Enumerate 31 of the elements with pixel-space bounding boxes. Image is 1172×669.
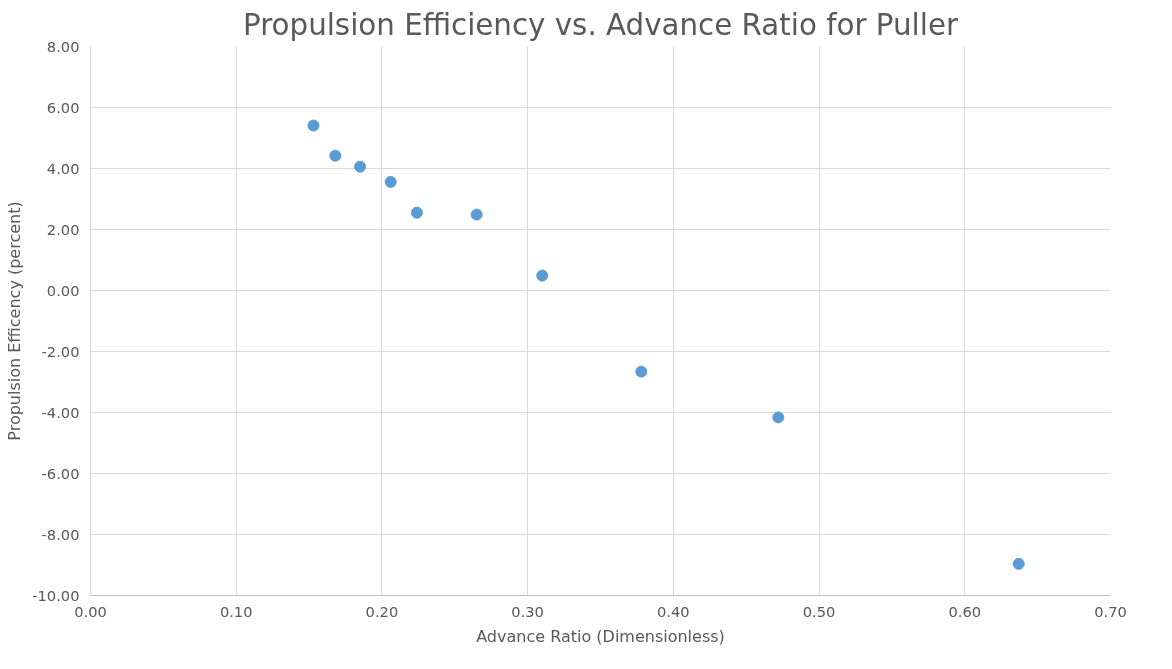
point	[772, 411, 785, 424]
x-tick-label: 0.40	[657, 602, 690, 620]
point	[354, 160, 367, 173]
x-tick-label: 0.60	[948, 602, 982, 620]
y-tick-label: -6.00	[41, 464, 80, 482]
x-tick-label: 0.70	[1094, 602, 1127, 620]
y-tick-label: -2.00	[41, 342, 80, 360]
point	[307, 119, 320, 132]
y-tick-label: 0.00	[46, 281, 80, 299]
y-tick-label: 4.00	[46, 159, 80, 177]
y-tick-label: -10.00	[32, 586, 80, 604]
x-tick-label: 0.20	[365, 602, 399, 620]
x-tick-label: 0.50	[802, 602, 836, 620]
point	[536, 269, 549, 282]
y-axis-title: Propulsion Efficency (percent)	[5, 201, 25, 441]
point	[410, 206, 423, 219]
y-tick-label: -4.00	[41, 403, 80, 421]
y-tick-label: 8.00	[46, 37, 80, 55]
y-tick-label: -8.00	[41, 525, 80, 543]
point	[329, 149, 342, 162]
y-tick-label: 2.00	[46, 220, 80, 238]
y-tick-label: 6.00	[46, 98, 80, 116]
x-tick-label: 0.30	[511, 602, 544, 620]
point	[1012, 557, 1025, 570]
chart-title: Propulsion Efficiency vs. Advance Ratio for Puller	[242, 7, 959, 42]
x-axis-title: Advance Ratio (Dimensionless)	[476, 626, 725, 646]
point	[470, 208, 483, 221]
point	[635, 365, 648, 378]
x-tick-label: 0.10	[219, 602, 253, 620]
x-tick-label: 0.00	[74, 602, 107, 620]
point	[384, 175, 397, 188]
